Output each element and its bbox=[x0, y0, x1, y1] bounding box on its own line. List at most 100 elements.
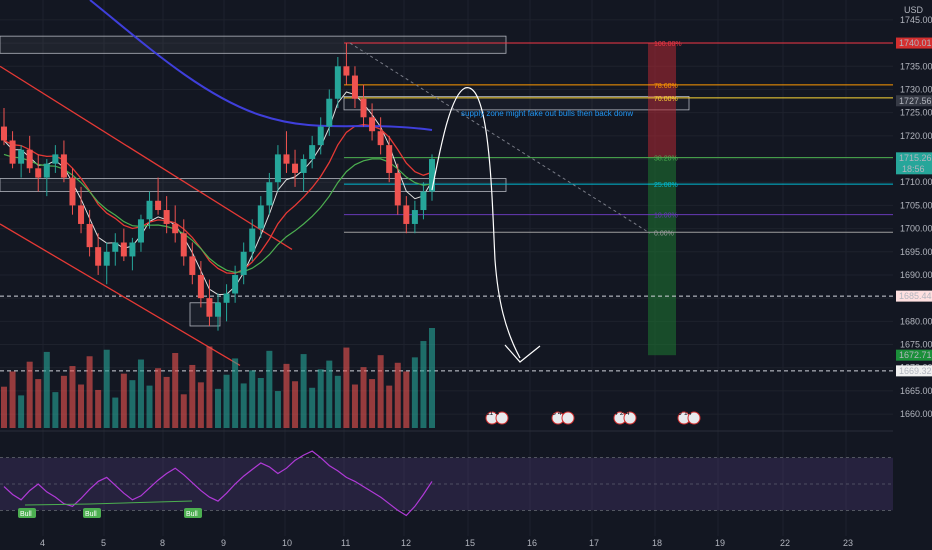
volume-bar bbox=[120, 373, 127, 428]
price-tick-label: 1730.00 bbox=[900, 84, 932, 94]
candle-body[interactable] bbox=[206, 298, 213, 317]
candle-body[interactable] bbox=[189, 256, 196, 275]
volume-bar bbox=[1, 386, 7, 428]
candle-body[interactable] bbox=[274, 154, 281, 183]
ema-red-line bbox=[3, 123, 433, 275]
time-tick-label: 15 bbox=[465, 538, 475, 548]
candle-body[interactable] bbox=[215, 302, 221, 317]
candle-body[interactable] bbox=[283, 154, 290, 164]
candle-body[interactable] bbox=[9, 140, 16, 164]
hand-drawn-projection bbox=[431, 87, 541, 363]
price-tag[interactable] bbox=[896, 95, 932, 107]
event-count: 9 14 bbox=[678, 410, 692, 417]
volume-bar bbox=[420, 341, 427, 428]
candle-body[interactable] bbox=[420, 191, 427, 211]
candle-body[interactable] bbox=[334, 66, 341, 99]
price-tick-label: 1710.00 bbox=[900, 177, 932, 187]
volume-bar bbox=[377, 355, 384, 428]
event-marker[interactable]: 9 14 bbox=[677, 410, 701, 425]
candle-body[interactable] bbox=[60, 154, 67, 178]
volume-bar bbox=[26, 361, 33, 428]
candle-body[interactable] bbox=[317, 126, 324, 146]
candle-body[interactable] bbox=[411, 210, 418, 224]
candle-body[interactable] bbox=[112, 242, 119, 252]
divergence-line bbox=[24, 503, 91, 506]
candle-body[interactable] bbox=[35, 168, 42, 178]
fib-label: 70.00% bbox=[654, 96, 678, 103]
candle-body[interactable] bbox=[26, 149, 33, 169]
candle-body[interactable] bbox=[120, 242, 127, 257]
event-marker[interactable]: 8 4 bbox=[551, 410, 575, 425]
candle-body[interactable] bbox=[429, 159, 435, 192]
volume-bar bbox=[300, 354, 307, 428]
price-tag[interactable] bbox=[896, 349, 932, 361]
candle-body[interactable] bbox=[129, 242, 136, 257]
price-tag-label: 1740.01 bbox=[899, 38, 932, 48]
candle-body[interactable] bbox=[146, 200, 153, 220]
event-count: 4 2 4 bbox=[614, 410, 630, 417]
candle-body[interactable] bbox=[249, 228, 256, 252]
divergence-line bbox=[89, 500, 193, 505]
price-tick-label: 1675.00 bbox=[900, 340, 932, 350]
candle-body[interactable] bbox=[69, 177, 76, 206]
candle-body[interactable] bbox=[240, 251, 247, 275]
price-tick-label: 1725.00 bbox=[900, 108, 932, 118]
candle-body[interactable] bbox=[257, 205, 264, 229]
time-tick-label: 18 bbox=[652, 538, 662, 548]
event-marker[interactable]: 4 2 4 bbox=[613, 410, 637, 425]
candle-body[interactable] bbox=[172, 223, 179, 234]
time-tick-label: 8 bbox=[160, 538, 165, 548]
price-tag[interactable] bbox=[896, 365, 932, 377]
volume-bar bbox=[334, 375, 341, 428]
volume-bar bbox=[43, 351, 50, 428]
candle-body[interactable] bbox=[369, 117, 376, 132]
volume-bar bbox=[360, 367, 367, 428]
candle-body[interactable] bbox=[292, 163, 299, 173]
candle-body[interactable] bbox=[197, 274, 204, 299]
candle-body[interactable] bbox=[300, 159, 307, 173]
candle-body[interactable] bbox=[232, 274, 239, 294]
candle-body[interactable] bbox=[103, 251, 110, 266]
candle-body[interactable] bbox=[52, 154, 59, 164]
fib-trendline bbox=[349, 42, 651, 234]
price-tick-label: 1705.00 bbox=[900, 200, 932, 210]
event-marker[interactable]: 11 4 bbox=[485, 410, 509, 425]
currency-label: USD bbox=[904, 5, 924, 15]
candle-body[interactable] bbox=[43, 163, 50, 178]
candle-body[interactable] bbox=[163, 210, 170, 224]
candle-body[interactable] bbox=[403, 205, 410, 224]
time-tick-label: 19 bbox=[715, 538, 725, 548]
candle-body[interactable] bbox=[266, 182, 273, 206]
candle-body[interactable] bbox=[309, 145, 316, 160]
candle-body[interactable] bbox=[351, 75, 358, 99]
candle-body[interactable] bbox=[223, 293, 230, 303]
candle-body[interactable] bbox=[155, 200, 162, 211]
candle-body[interactable] bbox=[1, 126, 7, 141]
candle-body[interactable] bbox=[326, 98, 333, 127]
fib-label: 0.00% bbox=[654, 230, 674, 237]
volume-bar bbox=[274, 391, 281, 428]
bull-label-bg bbox=[83, 508, 101, 518]
price-tag[interactable] bbox=[896, 290, 932, 302]
candle-body[interactable] bbox=[360, 98, 367, 118]
volume-bar bbox=[163, 376, 170, 428]
bull-divergence-label: Bull bbox=[83, 508, 101, 518]
volume-bar bbox=[403, 371, 410, 428]
price-tag[interactable] bbox=[896, 152, 932, 175]
candle-body[interactable] bbox=[180, 233, 187, 257]
candle-body[interactable] bbox=[95, 247, 102, 266]
candle-body[interactable] bbox=[86, 223, 93, 248]
channel-upper-line[interactable] bbox=[0, 65, 293, 251]
bull-label-bg bbox=[184, 508, 202, 518]
candle-body[interactable] bbox=[137, 219, 144, 243]
price-tag[interactable] bbox=[896, 37, 932, 49]
candle-body[interactable] bbox=[386, 145, 393, 173]
candle-body[interactable] bbox=[78, 205, 85, 224]
candle-body[interactable] bbox=[377, 131, 384, 146]
channel-lower-line[interactable] bbox=[0, 223, 241, 366]
candle-body[interactable] bbox=[343, 66, 350, 76]
candle-body[interactable] bbox=[394, 172, 401, 206]
candle-body[interactable] bbox=[18, 149, 25, 164]
volume-bar bbox=[232, 358, 239, 428]
